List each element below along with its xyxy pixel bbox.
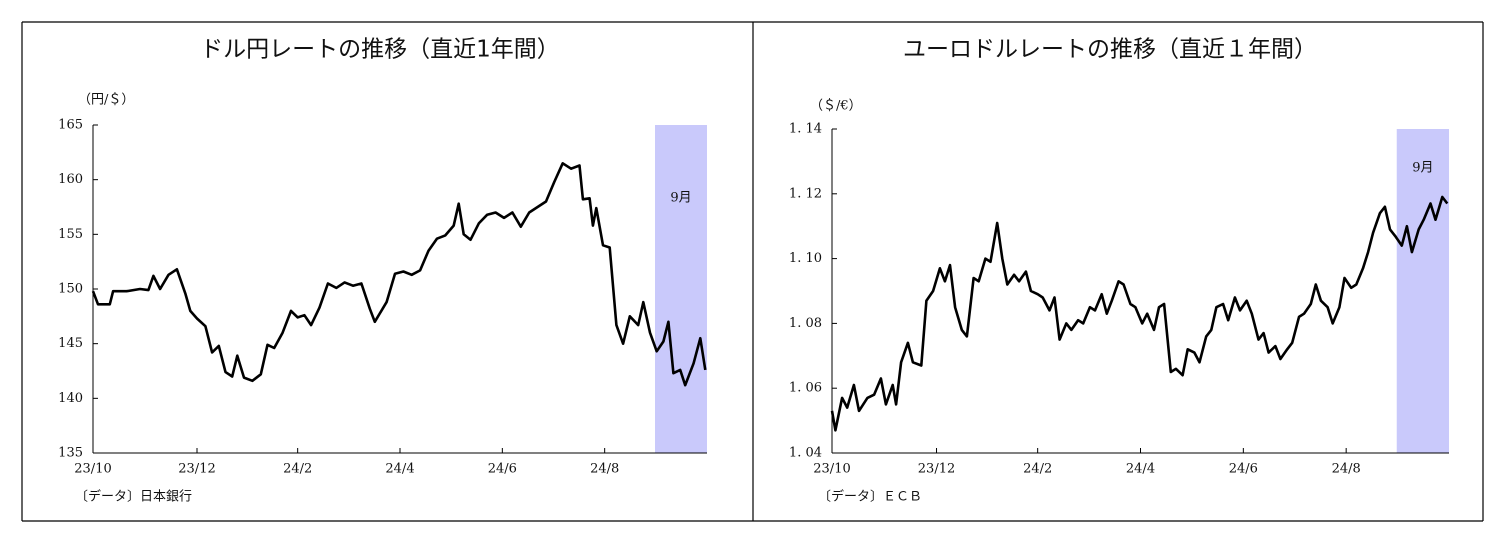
y-tick-label: 155 — [58, 227, 83, 242]
y-tick-label: 1. 10 — [789, 251, 822, 266]
x-tick-label: 24/8 — [590, 462, 619, 477]
source-note: 〔データ〕日本銀行 — [75, 489, 192, 505]
y-tick-label: 1. 04 — [789, 446, 822, 461]
x-tick-label: 24/6 — [1229, 462, 1258, 477]
highlight-band — [654, 125, 707, 453]
y-tick-label: 1. 08 — [789, 316, 822, 331]
y-tick-label: 1. 12 — [789, 186, 822, 201]
chart-title: ドル円レートの推移（直近1年間） — [200, 37, 560, 63]
x-tick-label: 24/8 — [1332, 462, 1361, 477]
x-tick-label: 23/10 — [813, 462, 850, 477]
y-axis-label: （＄/€） — [810, 99, 862, 114]
y-tick-label: 140 — [58, 391, 83, 406]
y-tick-label: 135 — [58, 446, 83, 461]
source-note: 〔データ〕ＥＣＢ — [818, 489, 922, 505]
y-tick-label: 1. 14 — [789, 122, 822, 137]
highlight-band — [1396, 129, 1449, 453]
x-tick-label: 23/10 — [74, 462, 111, 477]
y-tick-label: 150 — [58, 282, 83, 297]
x-tick-label: 23/12 — [918, 462, 955, 477]
y-tick-label: 145 — [58, 336, 83, 351]
y-tick-label: 1. 06 — [789, 381, 822, 396]
x-tick-label: 24/4 — [385, 462, 414, 477]
x-tick-label: 24/2 — [283, 462, 312, 477]
annotation: 9月 — [1412, 161, 1433, 176]
x-tick-label: 24/2 — [1023, 462, 1052, 477]
y-tick-label: 165 — [58, 118, 83, 133]
annotation: 9月 — [670, 191, 691, 206]
y-axis-label: （円/＄） — [78, 93, 134, 108]
x-tick-label: 24/6 — [488, 462, 517, 477]
line — [91, 162, 707, 387]
y-tick-label: 160 — [58, 172, 83, 187]
line — [830, 195, 1449, 432]
x-tick-label: 23/12 — [178, 462, 215, 477]
x-tick-label: 24/4 — [1126, 462, 1155, 477]
chart-title: ユーロドルレートの推移（直近１年間） — [903, 37, 1317, 63]
